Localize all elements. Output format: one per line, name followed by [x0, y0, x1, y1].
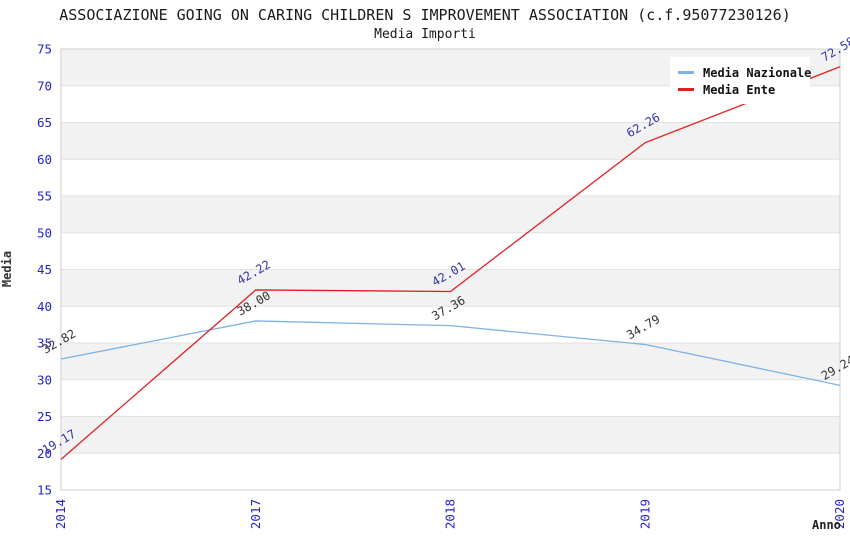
- y-tick-label: 65: [37, 115, 52, 130]
- plot-band: [61, 196, 840, 233]
- y-tick-label: 20: [37, 446, 52, 461]
- y-tick-label: 55: [37, 189, 52, 204]
- plot-border: [60, 48, 841, 491]
- plot-band: [61, 269, 840, 307]
- legend: Media Nazionale Media Ente: [670, 57, 811, 104]
- plot-band: [61, 122, 840, 160]
- y-tick-label: 45: [37, 262, 52, 277]
- y-tick-label: 25: [37, 409, 52, 424]
- y-tick-label: 40: [37, 299, 52, 314]
- x-tick-label: 2018: [443, 499, 458, 529]
- point-label: 34.79: [624, 312, 662, 342]
- x-tick-label: 2020: [832, 499, 847, 529]
- plot-band: [61, 343, 840, 380]
- legend-item-media-nazionale: Media Nazionale: [678, 64, 811, 81]
- y-tick-label: 60: [37, 152, 52, 167]
- y-tick-label: 15: [37, 483, 52, 498]
- y-tick-label: 30: [37, 372, 52, 387]
- legend-swatch-media-nazionale: [678, 71, 694, 74]
- chart-title: ASSOCIAZIONE GOING ON CARING CHILDREN S …: [59, 6, 791, 24]
- y-axis-title: Media: [0, 250, 14, 288]
- legend-swatch-media-ente: [678, 88, 694, 91]
- series-line-media-nazionale: [60, 320, 841, 386]
- x-tick-label: 2014: [53, 499, 68, 529]
- plot-band: [61, 416, 840, 454]
- y-tick-label: 75: [37, 42, 52, 57]
- chart-subtitle: Media Importi: [374, 27, 476, 42]
- x-tick-label: 2017: [248, 499, 263, 529]
- legend-label: Media Ente: [703, 82, 776, 97]
- y-tick-label: 70: [37, 78, 52, 93]
- y-tick-label: 50: [37, 225, 52, 240]
- x-axis-title: Anno: [812, 518, 841, 532]
- x-tick-label: 2019: [637, 499, 652, 529]
- legend-label: Media Nazionale: [703, 65, 812, 80]
- y-tick-label: 35: [37, 336, 52, 351]
- series-line-media-ente: [60, 66, 841, 460]
- legend-item-media-ente: Media Ente: [678, 81, 802, 98]
